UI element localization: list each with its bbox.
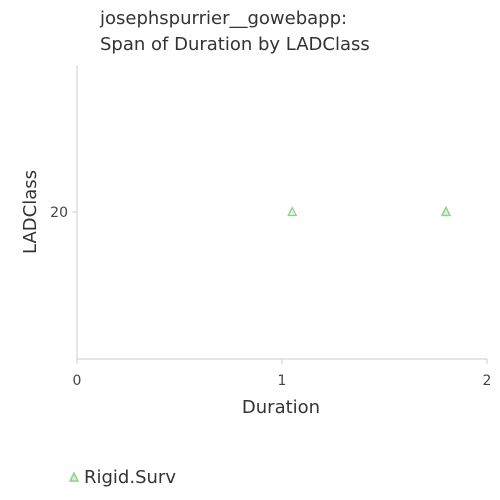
legend-label-rigid-surv: Rigid.Surv [84, 467, 176, 488]
data-point-triangle[interactable] [442, 208, 450, 216]
y-ticks: 20 [50, 205, 77, 221]
y-axis-title: LADClass [20, 170, 41, 254]
legend-triangle-icon [70, 473, 78, 481]
chart-title-line-1: josephspurrier__gowebapp: [99, 8, 347, 29]
chart-title-line-2: Span of Duration by LADClass [100, 34, 370, 55]
x-tick-label: 2 [483, 373, 492, 389]
legend[interactable]: Rigid.Surv [70, 467, 176, 488]
x-tick-label: 0 [73, 373, 82, 389]
x-tick-label: 1 [278, 373, 287, 389]
x-ticks: 0 1 2 [73, 359, 492, 389]
data-point-triangle[interactable] [288, 208, 296, 216]
y-tick-label: 20 [50, 205, 68, 221]
x-axis-title: Duration [242, 397, 320, 418]
data-points [288, 208, 450, 216]
